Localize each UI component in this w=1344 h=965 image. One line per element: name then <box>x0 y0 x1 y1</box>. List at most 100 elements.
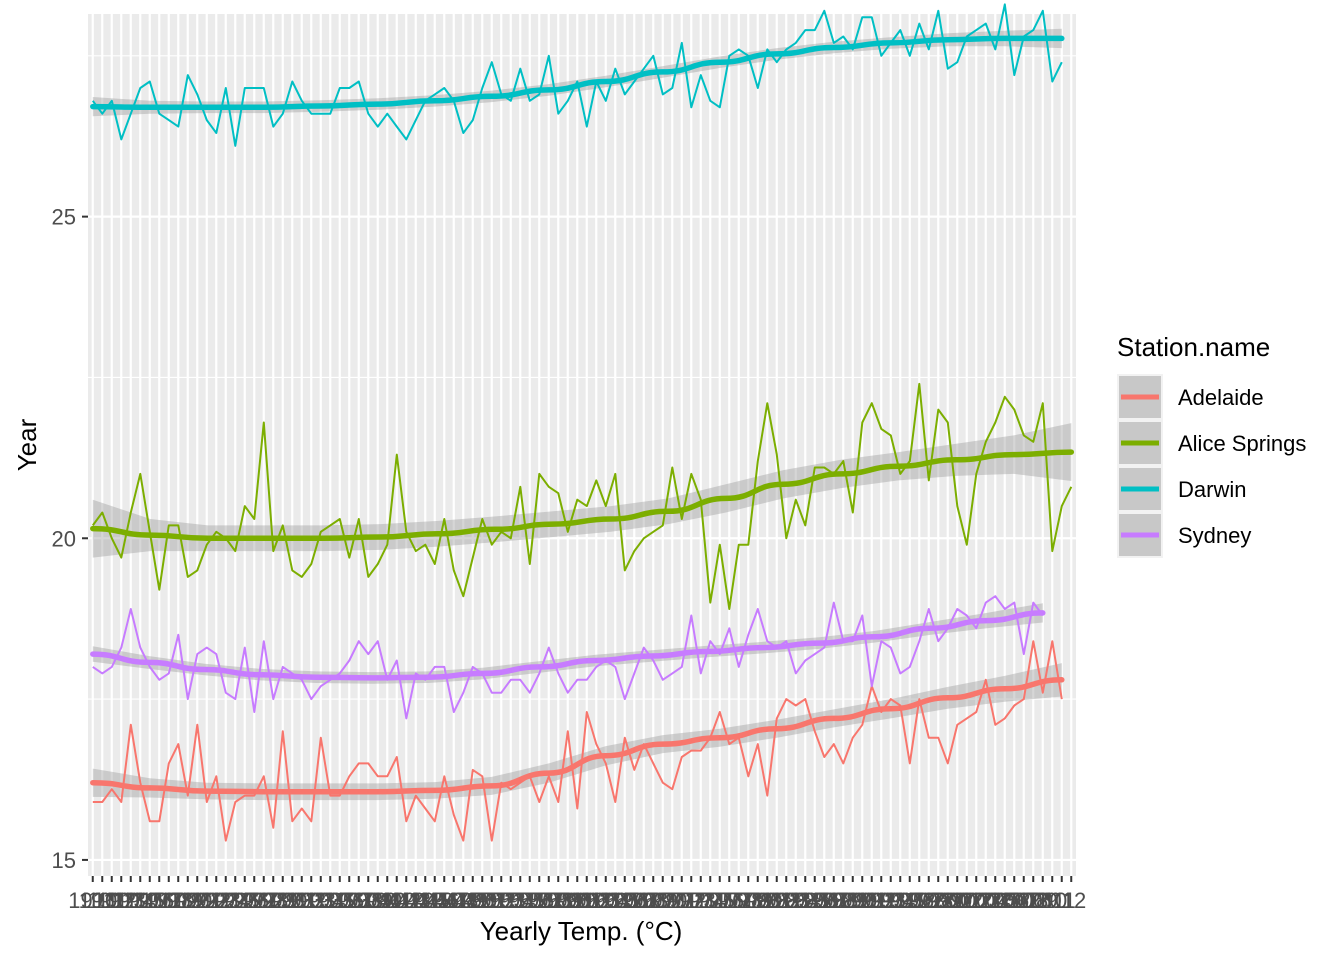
x-tick-label: 1970 <box>638 888 687 913</box>
x-tick-label: 1974 <box>676 888 725 913</box>
x-tick-label: 1966 <box>600 888 649 913</box>
axes: 1520251910191119121913191419151916191719… <box>52 205 1087 913</box>
x-tick-label: 1918 <box>144 888 193 913</box>
x-tick-label: 1952 <box>467 888 516 913</box>
x-tick-label: 2005 <box>971 888 1020 913</box>
x-tick-label: 1940 <box>353 888 402 913</box>
x-tick-label: 1955 <box>496 888 545 913</box>
y-axis-title: Year <box>12 418 42 471</box>
x-tick-label: 1911 <box>79 888 126 913</box>
x-tick-label: 1963 <box>572 888 621 913</box>
x-tick-label: 1934 <box>296 888 345 913</box>
x-tick-label: 1959 <box>534 888 583 913</box>
x-tick-label: 1990 <box>828 888 877 913</box>
x-tick-label: 1994 <box>866 888 915 913</box>
x-tick-label: 1975 <box>686 888 735 913</box>
x-tick-label: 2008 <box>999 888 1048 913</box>
x-tick-label: 1943 <box>382 888 431 913</box>
x-tick-label: 1925 <box>211 888 260 913</box>
x-tick-label: 1928 <box>239 888 288 913</box>
legend-keys: Adelaide Alice Springs Darwin Sydney <box>1117 374 1306 558</box>
x-tick-label: 2001 <box>933 888 982 913</box>
x-tick-label: 1933 <box>287 888 336 913</box>
x-tick-label: 1913 <box>97 888 146 913</box>
x-tick-label: 1961 <box>553 888 602 913</box>
x-tick-label: 1968 <box>619 888 668 913</box>
x-tick-label: 1972 <box>657 888 706 913</box>
x-tick-label: 1998 <box>904 888 953 913</box>
x-tick-label: 1922 <box>182 888 231 913</box>
x-tick-label: 1915 <box>116 888 165 913</box>
x-tick-label: 1985 <box>781 888 830 913</box>
x-tick-label: 1912 <box>87 888 136 913</box>
x-tick-label: 1935 <box>306 888 355 913</box>
x-tick-label: 1910 <box>68 888 117 913</box>
x-tick-label: 2004 <box>961 888 1010 913</box>
x-tick-label: 1944 <box>391 888 440 913</box>
x-tick-label: 1924 <box>201 888 250 913</box>
x-tick-label: 1973 <box>667 888 716 913</box>
x-tick-label: 1976 <box>695 888 744 913</box>
x-tick-label: 1991 <box>838 888 887 913</box>
smooth-lines <box>90 35 1075 795</box>
x-tick-label: 1946 <box>410 888 459 913</box>
x-tick-label: 1953 <box>477 888 526 913</box>
x-tick-label: 2006 <box>980 888 1029 913</box>
x-tick-label: 1942 <box>372 888 421 913</box>
x-tick-label: 1951 <box>458 888 507 913</box>
x-tick-label: 1919 <box>154 888 203 913</box>
x-tick-label: 1987 <box>800 888 849 913</box>
x-tick-label: 1982 <box>752 888 801 913</box>
legend-label: Adelaide <box>1178 385 1264 410</box>
confidence-band-alice-springs <box>92 423 1072 558</box>
x-tick-label: 1926 <box>220 888 269 913</box>
x-tick-label: 1931 <box>268 888 317 913</box>
x-tick-label: 1930 <box>258 888 307 913</box>
x-tick-label: 1989 <box>819 888 868 913</box>
series-line-darwin <box>91 3 1063 147</box>
x-tick-label: 1962 <box>562 888 611 913</box>
x-tick-label: 1978 <box>714 888 763 913</box>
x-tick-label: 1983 <box>762 888 811 913</box>
x-tick-label: 2007 <box>990 888 1039 913</box>
x-tick-label: 2009 <box>1009 888 1058 913</box>
smooth-line-adelaide <box>90 677 1065 795</box>
legend-label: Darwin <box>1178 477 1246 502</box>
confidence-band-sydney <box>92 603 1043 684</box>
y-tick-label: 25 <box>52 205 76 230</box>
x-tick-label: 1965 <box>591 888 640 913</box>
x-tick-label: 1947 <box>420 888 469 913</box>
x-tick-label: 1914 <box>106 888 155 913</box>
x-tick-label: 1932 <box>277 888 326 913</box>
x-tick-label: 1997 <box>895 888 944 913</box>
x-tick-label: 1945 <box>401 888 450 913</box>
x-tick-label: 2003 <box>952 888 1001 913</box>
x-tick-label: 1949 <box>439 888 488 913</box>
x-tick-label: 1981 <box>743 888 792 913</box>
x-tick-label: 1979 <box>724 888 773 913</box>
x-tick-label: 1957 <box>515 888 564 913</box>
x-tick-label: 1939 <box>344 888 393 913</box>
x-tick-label: 2012 <box>1037 888 1086 913</box>
x-tick-label: 1971 <box>648 888 697 913</box>
x-tick-label: 1929 <box>249 888 298 913</box>
x-tick-label: 1980 <box>733 888 782 913</box>
y-tick-label: 15 <box>52 848 76 873</box>
x-tick-label: 1954 <box>486 888 535 913</box>
smooth-line-alice-springs <box>90 449 1075 542</box>
x-tick-label: 1992 <box>847 888 896 913</box>
x-tick-label: 1941 <box>363 888 412 913</box>
legend: Station.name Adelaide Alice Springs Darwin… <box>1117 332 1306 558</box>
x-tick-label: 1999 <box>914 888 963 913</box>
smooth-line-sydney <box>90 610 1046 681</box>
x-tick-label: 1969 <box>629 888 678 913</box>
x-tick-label: 1996 <box>885 888 934 913</box>
x-tick-label: 1995 <box>876 888 925 913</box>
legend-title: Station.name <box>1117 332 1270 362</box>
smooth-line-darwin <box>90 35 1065 111</box>
x-tick-label: 2010 <box>1018 888 1067 913</box>
x-axis-title: Yearly Temp. (°C) <box>480 916 683 946</box>
x-tick-label: 1967 <box>610 888 659 913</box>
